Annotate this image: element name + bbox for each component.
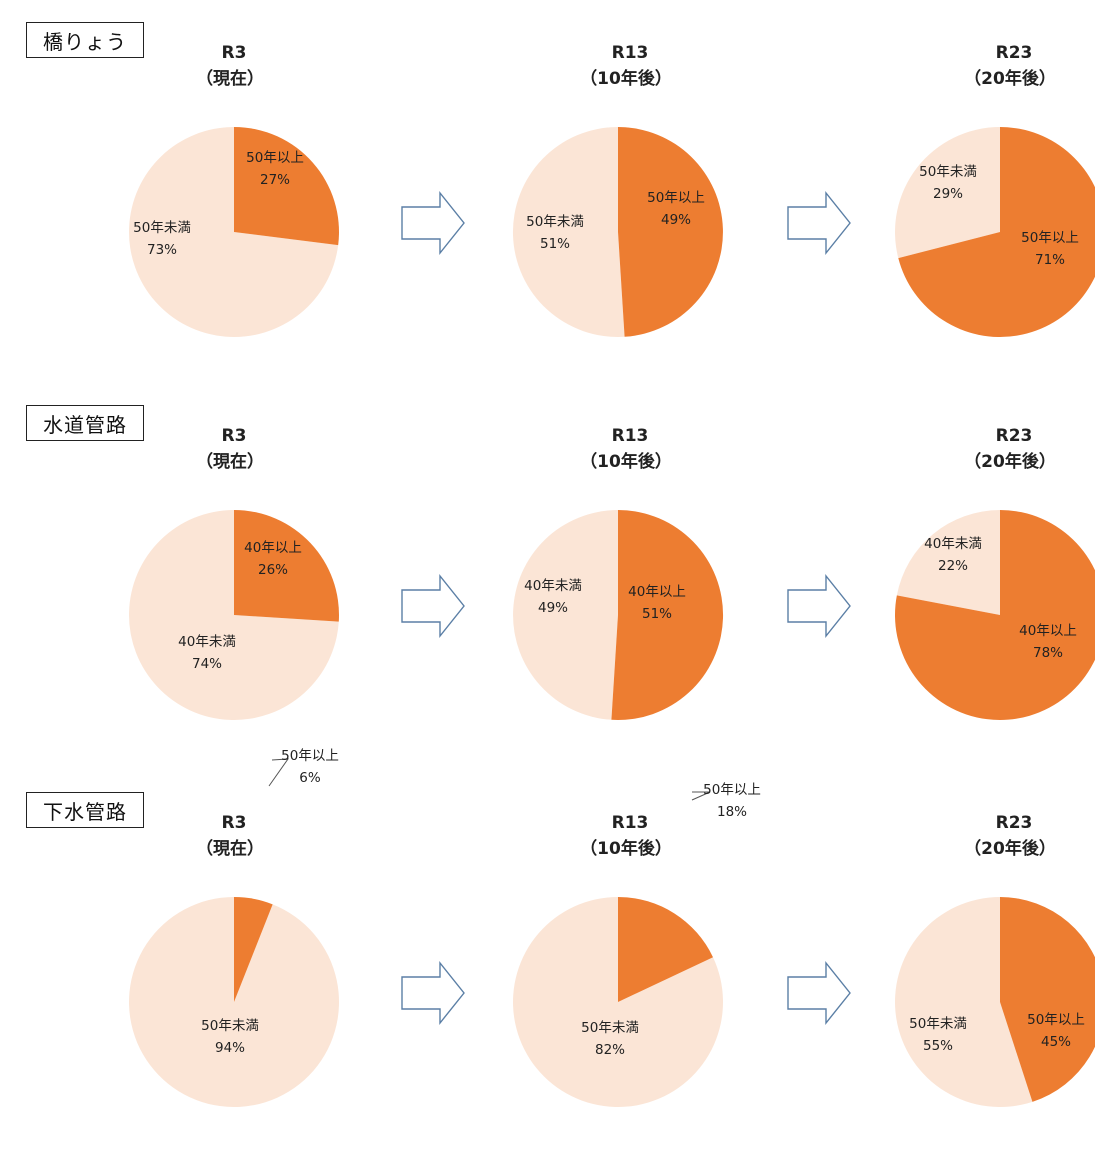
chart-title: R23 <box>996 813 1033 833</box>
slice-label: 50年未満 <box>919 164 977 180</box>
chart-title: R13 <box>612 43 649 63</box>
pie-slice-old <box>1000 897 1095 1102</box>
slice-value-label: 26% <box>258 562 288 578</box>
pie-slice-young <box>128 127 339 338</box>
slice-label: 50年以上 <box>703 782 761 798</box>
slice-value-label: 49% <box>538 600 568 616</box>
pie-slice-old <box>618 897 714 1002</box>
slice-value-label: 55% <box>923 1038 953 1054</box>
arrow-right-icon <box>787 191 851 255</box>
arrow-right-icon <box>787 574 851 638</box>
slice-label: 40年未満 <box>924 536 982 552</box>
arrow-right-icon <box>401 961 465 1025</box>
pie-slice-old <box>234 510 339 622</box>
chart-subtitle: （20年後） <box>964 68 1056 89</box>
pie-slice-old <box>234 897 273 1002</box>
slice-value-label: 22% <box>938 558 968 574</box>
chart-subtitle: （現在） <box>196 451 264 472</box>
slice-value-label: 45% <box>1041 1034 1071 1050</box>
chart-title: R3 <box>222 43 247 63</box>
slice-label: 50年以上 <box>246 150 304 166</box>
slice-label: 50年未満 <box>526 214 584 230</box>
slice-value-label: 18% <box>717 804 747 820</box>
arrow-right-icon <box>401 574 465 638</box>
slice-value-label: 94% <box>215 1040 245 1056</box>
arrow-right-icon <box>787 961 851 1025</box>
chart-title: R13 <box>612 813 649 833</box>
chart-subtitle: （10年後） <box>580 68 672 89</box>
slice-value-label: 78% <box>1033 645 1063 661</box>
slice-label: 40年未満 <box>524 578 582 594</box>
callout-line <box>268 758 290 787</box>
arrow-right-icon <box>401 191 465 255</box>
slice-value-label: 29% <box>933 186 963 202</box>
slice-value-label: 51% <box>642 606 672 622</box>
pie-slice-young <box>895 897 1033 1107</box>
pie-slice-young <box>895 127 1000 259</box>
pie-slice-old <box>234 127 339 246</box>
pie-slice-young <box>513 510 618 720</box>
slice-value-label: 27% <box>260 172 290 188</box>
slice-value-label: 49% <box>661 212 691 228</box>
slice-label: 40年以上 <box>1019 623 1077 639</box>
chart-subtitle: （20年後） <box>964 838 1056 859</box>
slice-label: 40年未満 <box>178 634 236 650</box>
section-label: 橋りょう <box>26 22 144 58</box>
chart-subtitle: （現在） <box>196 68 264 89</box>
slice-label: 50年以上 <box>647 190 705 206</box>
pie-slice-young <box>129 897 340 1107</box>
slice-label: 50年未満 <box>909 1016 967 1032</box>
chart-title: R3 <box>222 426 247 446</box>
chart-subtitle: （10年後） <box>580 838 672 859</box>
pie-slice-young <box>512 126 625 337</box>
pie-slice-old <box>898 127 1095 337</box>
chart-title: R13 <box>612 426 649 446</box>
section-bridges: 橋りょう <box>0 22 1095 393</box>
slice-label: 40年以上 <box>628 584 686 600</box>
chart-title: R23 <box>996 43 1033 63</box>
chart-title: R3 <box>222 813 247 833</box>
pie-charts-canvas: R3 （現在） 50年以上 27% 50年未満 73% R13 （10年後） 50年以上 49% 5… <box>128 43 1095 1107</box>
slice-label: 50年以上 <box>1021 230 1079 246</box>
slice-label: 40年以上 <box>244 540 302 556</box>
section-label: 下水管路 <box>26 792 144 828</box>
slice-label: 50年未満 <box>133 220 191 236</box>
slice-value-label: 74% <box>192 656 222 672</box>
slice-label: 50年未満 <box>581 1020 639 1036</box>
pie-slice-young <box>896 510 1000 615</box>
slice-value-label: 82% <box>595 1042 625 1058</box>
slice-value-label: 6% <box>299 770 321 786</box>
pie-slice-old <box>611 510 724 720</box>
slice-label: 50年以上 <box>281 748 339 764</box>
section-water-pipes: 水道管路 <box>0 405 1095 776</box>
slice-label: 50年未満 <box>201 1018 259 1034</box>
pie-slice-young <box>128 509 339 720</box>
pie-slice-old <box>895 510 1095 720</box>
section-label: 水道管路 <box>26 405 144 441</box>
slice-label: 50年以上 <box>1027 1012 1085 1028</box>
chart-subtitle: （10年後） <box>580 451 672 472</box>
slice-value-label: 51% <box>540 236 570 252</box>
pie-slice-old <box>618 127 723 337</box>
chart-title: R23 <box>996 426 1033 446</box>
chart-subtitle: （現在） <box>196 838 264 859</box>
pie-slice-young <box>513 897 724 1107</box>
slice-value-label: 71% <box>1035 252 1065 268</box>
callout-line <box>691 791 711 801</box>
slice-value-label: 73% <box>147 242 177 258</box>
chart-subtitle: （20年後） <box>964 451 1056 472</box>
section-sewer-pipes: 下水管路 <box>0 792 1095 1163</box>
